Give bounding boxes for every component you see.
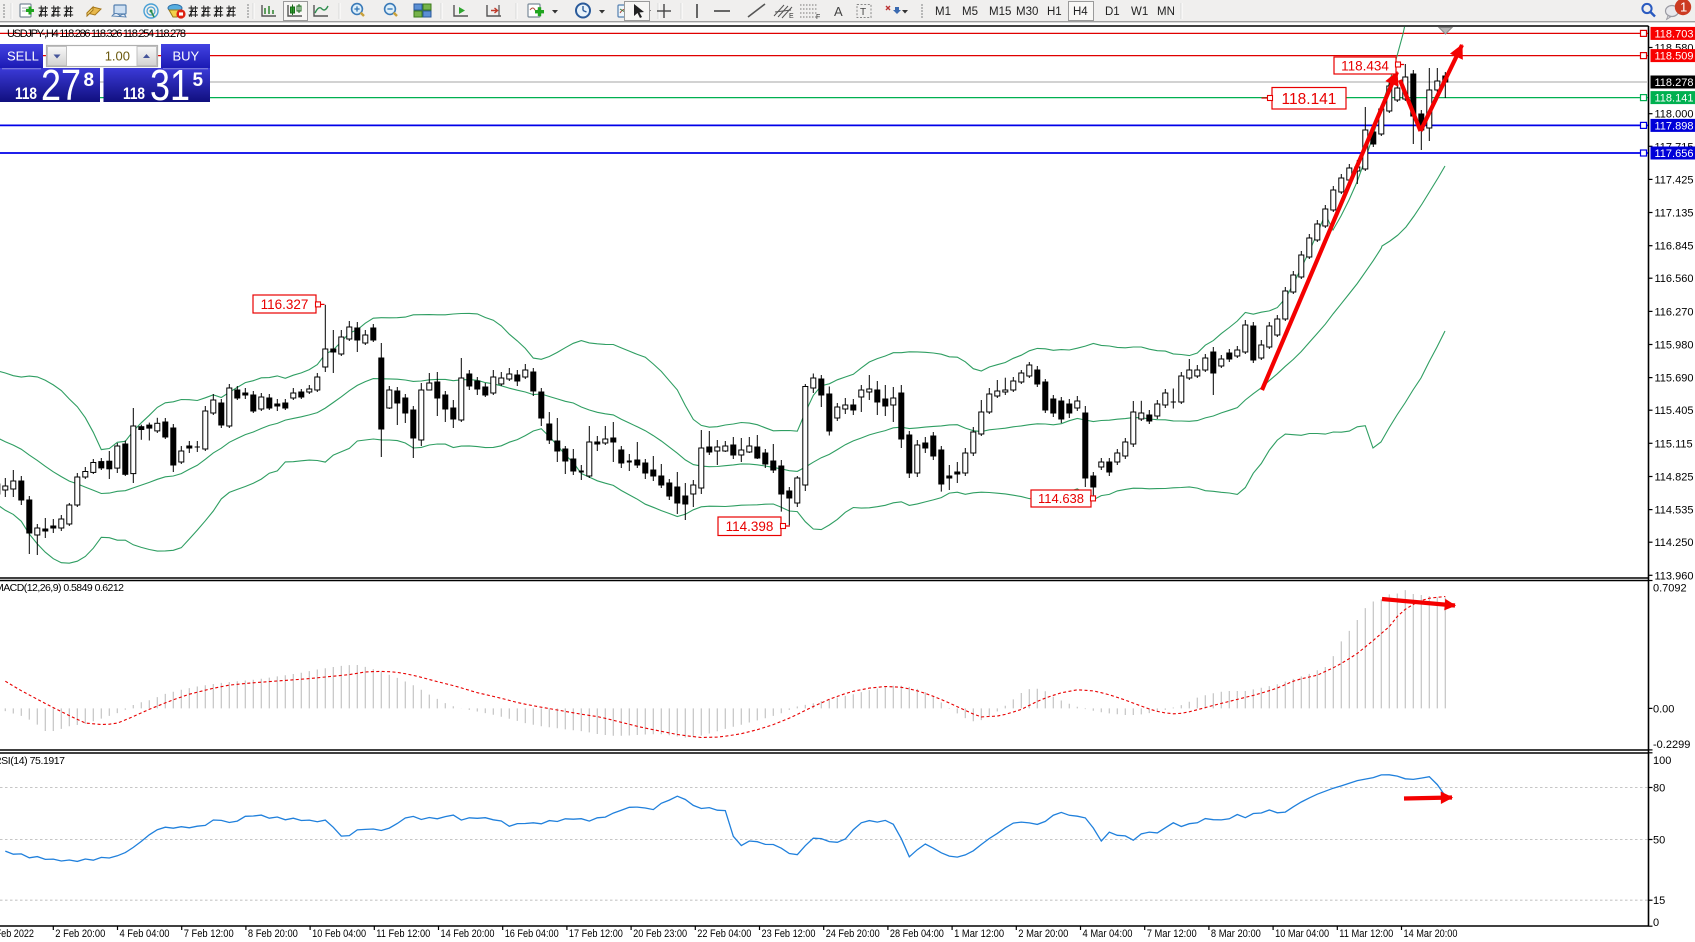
svg-text:114.638: 114.638 bbox=[1038, 491, 1084, 506]
svg-text:114.250: 114.250 bbox=[1655, 537, 1694, 549]
svg-text:8 Mar 20:00: 8 Mar 20:00 bbox=[1211, 928, 1261, 940]
svg-text:114.825: 114.825 bbox=[1655, 472, 1694, 484]
svg-text:118: 118 bbox=[123, 85, 145, 103]
svg-text:115.980: 115.980 bbox=[1655, 340, 1694, 352]
svg-text:M15: M15 bbox=[989, 6, 1011, 18]
svg-text:7 Mar 12:00: 7 Mar 12:00 bbox=[1147, 928, 1197, 940]
svg-text:17 Feb 12:00: 17 Feb 12:00 bbox=[569, 928, 623, 940]
svg-text:11 Mar 12:00: 11 Mar 12:00 bbox=[1339, 928, 1393, 940]
svg-text:4 Mar 04:00: 4 Mar 04:00 bbox=[1083, 928, 1133, 940]
svg-text:117.135: 117.135 bbox=[1655, 208, 1694, 220]
svg-text:118.703: 118.703 bbox=[1655, 28, 1694, 40]
svg-text:115.690: 115.690 bbox=[1655, 373, 1694, 385]
svg-text:14 Feb 20:00: 14 Feb 20:00 bbox=[441, 928, 495, 940]
svg-text:50: 50 bbox=[1653, 835, 1665, 847]
svg-text:SELL: SELL bbox=[7, 49, 39, 64]
svg-text:31: 31 bbox=[150, 61, 190, 110]
svg-text:0.00: 0.00 bbox=[1653, 703, 1674, 715]
svg-text:M1: M1 bbox=[935, 6, 951, 18]
svg-text:118.434: 118.434 bbox=[1341, 58, 1389, 73]
svg-text:MACD(12,26,9) 0.5849 0.6212: MACD(12,26,9) 0.5849 0.6212 bbox=[0, 582, 124, 594]
svg-text:116.845: 116.845 bbox=[1655, 241, 1694, 253]
svg-text:117.898: 117.898 bbox=[1655, 120, 1694, 132]
svg-text:1 Mar 12:00: 1 Mar 12:00 bbox=[954, 928, 1004, 940]
svg-text:H1: H1 bbox=[1047, 6, 1062, 18]
svg-text:8: 8 bbox=[84, 70, 95, 91]
svg-text:16 Feb 04:00: 16 Feb 04:00 bbox=[505, 928, 559, 940]
svg-text:20 Feb 23:00: 20 Feb 23:00 bbox=[633, 928, 687, 940]
svg-text:23 Feb 12:00: 23 Feb 12:00 bbox=[762, 928, 816, 940]
svg-text:F: F bbox=[816, 14, 820, 21]
svg-text:115.115: 115.115 bbox=[1655, 438, 1693, 450]
svg-text:114.398: 114.398 bbox=[726, 519, 774, 534]
svg-text:2 Mar 20:00: 2 Mar 20:00 bbox=[1018, 928, 1068, 940]
svg-text:7 Feb 12:00: 7 Feb 12:00 bbox=[184, 928, 234, 940]
svg-text:1.00: 1.00 bbox=[105, 49, 130, 64]
svg-text:118.000: 118.000 bbox=[1655, 109, 1694, 121]
svg-text:28 Feb 04:00: 28 Feb 04:00 bbox=[890, 928, 944, 940]
svg-text:W1: W1 bbox=[1131, 6, 1148, 18]
svg-text:115.405: 115.405 bbox=[1655, 405, 1694, 417]
svg-text:M5: M5 bbox=[962, 6, 978, 18]
svg-text:118.278: 118.278 bbox=[1655, 77, 1694, 89]
svg-text:BUY: BUY bbox=[173, 49, 200, 64]
svg-text:11 Feb 12:00: 11 Feb 12:00 bbox=[376, 928, 430, 940]
svg-text:116.270: 116.270 bbox=[1655, 306, 1694, 318]
svg-text:T: T bbox=[860, 7, 866, 18]
svg-text:1: 1 bbox=[1680, 0, 1687, 15]
svg-text:RSI(14) 75.1917: RSI(14) 75.1917 bbox=[0, 755, 65, 767]
svg-text:USDJPY-,H4 118.286 118.326 11: USDJPY-,H4 118.286 118.326 118.254 118.2… bbox=[7, 28, 186, 40]
svg-text:117.656: 117.656 bbox=[1655, 148, 1694, 160]
svg-text:27: 27 bbox=[41, 61, 81, 110]
svg-text:0.7092: 0.7092 bbox=[1653, 583, 1687, 595]
svg-text:D1: D1 bbox=[1105, 6, 1120, 18]
svg-text:10 Mar 04:00: 10 Mar 04:00 bbox=[1275, 928, 1329, 940]
svg-text:4 Feb 04:00: 4 Feb 04:00 bbox=[120, 928, 170, 940]
svg-text:15: 15 bbox=[1653, 895, 1665, 907]
svg-text:118.141: 118.141 bbox=[1655, 93, 1694, 105]
svg-text:MN: MN bbox=[1157, 6, 1175, 18]
svg-text:8 Feb 20:00: 8 Feb 20:00 bbox=[248, 928, 298, 940]
svg-text:2 Feb 20:00: 2 Feb 20:00 bbox=[55, 928, 105, 940]
svg-text:118: 118 bbox=[15, 85, 37, 103]
svg-text:116.560: 116.560 bbox=[1655, 273, 1694, 285]
svg-text:10 Feb 04:00: 10 Feb 04:00 bbox=[312, 928, 366, 940]
svg-text:A: A bbox=[834, 4, 843, 19]
svg-text:116.327: 116.327 bbox=[261, 297, 309, 312]
svg-text:117.425: 117.425 bbox=[1655, 174, 1694, 186]
svg-text:118.509: 118.509 bbox=[1655, 51, 1694, 63]
svg-text:1 Feb 2022: 1 Feb 2022 bbox=[0, 928, 34, 940]
svg-text:E: E bbox=[789, 13, 794, 20]
svg-text:24 Feb 20:00: 24 Feb 20:00 bbox=[826, 928, 880, 940]
svg-text:14 Mar 20:00: 14 Mar 20:00 bbox=[1404, 928, 1458, 940]
svg-text:114.535: 114.535 bbox=[1655, 505, 1694, 517]
svg-text:-0.2299: -0.2299 bbox=[1653, 739, 1690, 751]
svg-text:H4: H4 bbox=[1073, 6, 1088, 18]
svg-text:5: 5 bbox=[193, 70, 204, 91]
svg-text:M30: M30 bbox=[1016, 6, 1038, 18]
svg-text:80: 80 bbox=[1653, 783, 1665, 795]
svg-text:0: 0 bbox=[1653, 917, 1659, 929]
svg-text:113.960: 113.960 bbox=[1655, 570, 1694, 582]
svg-text:100: 100 bbox=[1653, 755, 1671, 767]
svg-text:118.141: 118.141 bbox=[1282, 91, 1337, 108]
svg-text:22 Feb 04:00: 22 Feb 04:00 bbox=[697, 928, 751, 940]
